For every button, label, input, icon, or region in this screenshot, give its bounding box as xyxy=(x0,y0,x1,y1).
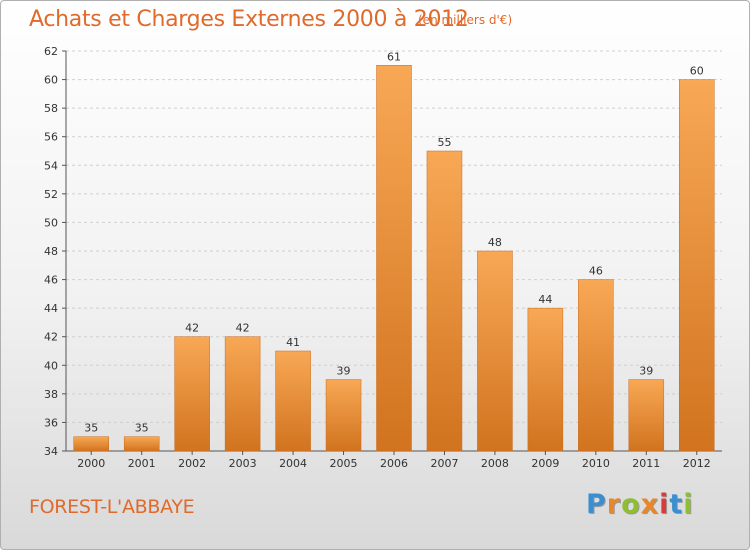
bar-value-label: 42 xyxy=(236,322,250,335)
x-tick-label: 2012 xyxy=(683,457,711,470)
y-tick-label: 54 xyxy=(44,159,58,172)
y-tick-label: 48 xyxy=(44,245,58,258)
y-tick-label: 34 xyxy=(44,445,58,458)
bar-value-label: 42 xyxy=(185,322,199,335)
data-labels: 35 35 42 42 41 39 61 55 48 44 46 39 60 xyxy=(84,50,704,434)
bar-value-label: 55 xyxy=(437,136,451,149)
x-tick-label: 2007 xyxy=(430,457,458,470)
x-tick-label: 2006 xyxy=(380,457,408,470)
bar-2002 xyxy=(174,336,210,452)
x-tick-label: 2000 xyxy=(77,457,105,470)
bar-2001 xyxy=(123,436,160,452)
logo-letter: i xyxy=(659,489,670,520)
bar-2000 xyxy=(73,436,109,452)
chart-title: Achats et Charges Externes 2000 à 2012 xyxy=(29,7,469,32)
y-tick-labels: 34 36 38 40 42 44 46 48 50 52 54 56 58 60 62 xyxy=(44,45,58,458)
bar-value-label: 46 xyxy=(589,265,603,278)
y-tick-label: 40 xyxy=(44,359,58,372)
bar-value-label: 48 xyxy=(488,236,502,249)
y-tick-label: 50 xyxy=(44,216,58,229)
bar-2004 xyxy=(275,350,311,452)
bar-value-label: 39 xyxy=(639,365,653,378)
logo-letter: t xyxy=(669,489,684,520)
x-tick-label: 2009 xyxy=(531,457,559,470)
x-tick-label: 2003 xyxy=(229,457,257,470)
bar-2008 xyxy=(477,250,513,452)
y-tick-label: 56 xyxy=(44,131,58,144)
y-tick-label: 62 xyxy=(44,45,58,58)
y-tick-label: 44 xyxy=(44,302,58,315)
bar-2010 xyxy=(578,279,614,452)
logo-letter: x xyxy=(640,489,660,520)
bar-2005 xyxy=(325,379,362,452)
bars xyxy=(73,65,715,452)
logo-letter: r xyxy=(606,489,622,520)
x-tick-label: 2008 xyxy=(481,457,509,470)
bar-value-label: 61 xyxy=(387,50,401,63)
chart-unit: (en milliers d'€) xyxy=(418,13,513,27)
x-tick-label: 2011 xyxy=(632,457,660,470)
bar-2006 xyxy=(376,65,412,452)
logo-letter: o xyxy=(621,489,641,520)
logo-letter: P xyxy=(586,489,607,520)
proxiti-logo: Proxiti xyxy=(586,489,694,520)
commune-name: FOREST-L'ABBAYE xyxy=(29,496,195,518)
bar-value-label: 41 xyxy=(286,336,300,349)
x-tick-label: 2004 xyxy=(279,457,307,470)
y-tick-label: 60 xyxy=(44,74,58,87)
y-tick-label: 42 xyxy=(44,331,58,344)
x-tick-label: 2010 xyxy=(582,457,610,470)
bar-value-label: 44 xyxy=(538,293,552,306)
bar-2007 xyxy=(426,150,463,452)
bar-2009 xyxy=(527,307,564,452)
x-tick-label: 2005 xyxy=(330,457,358,470)
x-tick-labels: 2000 2001 2002 2003 2004 2005 2006 2007 2008 2009… xyxy=(77,451,711,470)
bar-2012 xyxy=(679,79,715,452)
x-tick-label: 2002 xyxy=(178,457,206,470)
bar-value-label: 60 xyxy=(690,65,704,78)
bar-value-label: 35 xyxy=(135,422,149,435)
y-tick-label: 46 xyxy=(44,274,58,287)
y-tick-label: 38 xyxy=(44,388,58,401)
bar-2003 xyxy=(224,336,261,452)
bar-2011 xyxy=(628,379,665,452)
y-tick-label: 58 xyxy=(44,102,58,115)
y-tick-label: 36 xyxy=(44,416,58,429)
logo-letter: i xyxy=(683,489,694,520)
bar-value-label: 39 xyxy=(337,365,351,378)
y-tick-label: 52 xyxy=(44,188,58,201)
bar-value-label: 35 xyxy=(84,422,98,435)
x-tick-label: 2001 xyxy=(128,457,156,470)
